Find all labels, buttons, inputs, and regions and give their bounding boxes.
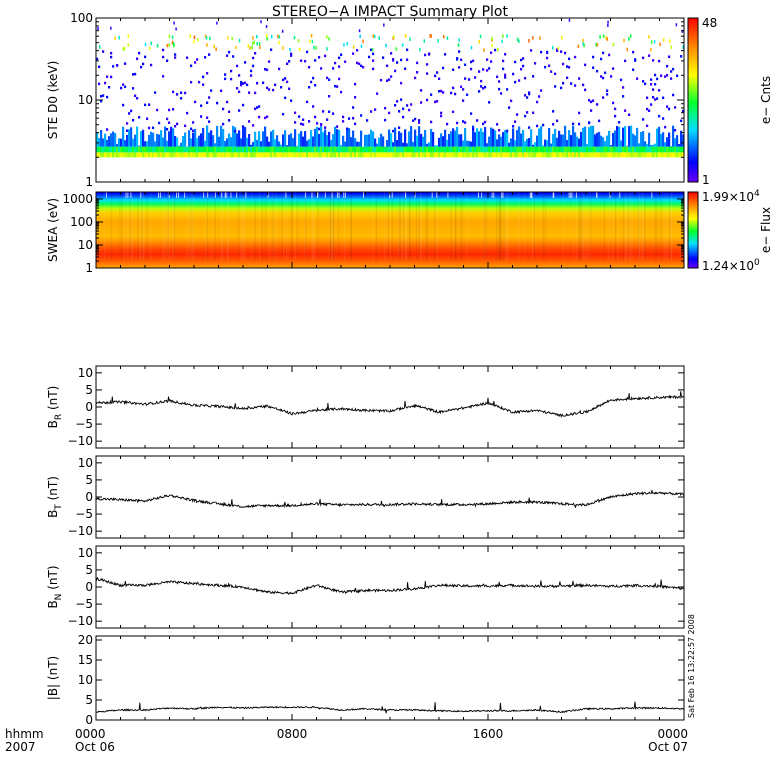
x-axis-label-hhmm: hhmm (5, 727, 44, 741)
bmag-ytick-label: 5 (85, 693, 93, 707)
bmag-ytick-label: 0 (85, 713, 93, 727)
br-ytick-label: 10 (78, 366, 93, 380)
bmag-y-axis-label: |B| (nT) (46, 656, 60, 700)
swea-colorbar: 1.99×104 1.24×100 e− Flux (687, 189, 773, 273)
bt-y-axis-label: BT (nT) (46, 476, 64, 518)
br-y-axis-label: BR (nT) (46, 386, 64, 429)
ste-colorbar-label: e− Cnts (759, 76, 773, 124)
panel-bn: 10 5 0 −5 −10 BN (nT) (46, 545, 685, 629)
bmag-ytick-label: 20 (78, 633, 93, 647)
br-ytick-label: 0 (85, 400, 93, 414)
br-ytick-label: −10 (68, 434, 93, 448)
ste-ytick-label: 100 (70, 11, 93, 25)
x-axis-label-year: 2007 (5, 740, 36, 754)
bn-frame (95, 545, 685, 629)
swea-ytick-label: 100 (70, 215, 93, 229)
swea-colorbar-label: e− Flux (759, 207, 773, 253)
swea-spectrogram (96, 192, 684, 268)
swea-y-axis-label: SWEA (eV) (46, 198, 60, 262)
ste-colorbar: 48 1 e− Cnts (687, 16, 773, 187)
bn-ytick-label: −10 (68, 614, 93, 628)
bt-ytick-label: −10 (68, 524, 93, 538)
swea-colorbar-scale (687, 191, 699, 269)
swea-colorbar-max-label: 1.99×104 (702, 189, 760, 204)
x-tick-label: 0000 (75, 727, 106, 741)
bt-frame (95, 455, 685, 539)
panel-bmag: 20 15 10 5 0 |B| (nT) (46, 633, 685, 727)
timestamp-note: Sat Feb 16 13:22:57 2008 (687, 614, 696, 718)
ste-colorbar-min-label: 1 (702, 173, 710, 187)
swea-flux-field (96, 192, 684, 268)
bt-ytick-label: 0 (85, 490, 93, 504)
br-frame (95, 365, 685, 449)
x-tick-date-label: Oct 06 (75, 740, 115, 754)
bn-ytick-label: 0 (85, 580, 93, 594)
bn-ytick-label: 10 (78, 546, 93, 560)
bn-ytick-label: 5 (85, 563, 93, 577)
bn-ytick-label: −5 (75, 597, 93, 611)
bt-series-line (95, 489, 685, 509)
swea-ytick-label: 1 (85, 261, 93, 275)
bt-ytick-label: 5 (85, 473, 93, 487)
bt-ytick-label: 10 (78, 456, 93, 470)
ste-frame (95, 17, 685, 183)
chart-title: STEREO−A IMPACT Summary Plot (272, 4, 509, 20)
ste-colorbar-max-label: 48 (702, 16, 717, 30)
swea-ytick-label: 1000 (62, 192, 93, 206)
br-series-line (95, 391, 685, 419)
swea-colorbar-min-label: 1.24×100 (702, 258, 760, 273)
ste-spectrogram (96, 18, 685, 158)
panel-ste: 48 1 e− Cnts 1 10 100 STE D0 (keV) (46, 11, 773, 189)
ste-y-axis-label: STE D0 (keV) (46, 61, 60, 140)
bn-y-axis-label: BN (nT) (46, 565, 64, 608)
x-tick-label: 0800 (277, 727, 308, 741)
x-tick-label: 1600 (473, 727, 504, 741)
x-tick-label: 0000 (657, 727, 688, 741)
swea-ytick-label: 10 (78, 238, 93, 252)
bmag-series-line (96, 701, 685, 714)
x-tick-date-label: Oct 07 (648, 740, 688, 754)
br-ytick-label: −5 (75, 417, 93, 431)
bn-series-line (95, 576, 685, 595)
ste-ytick-label: 10 (78, 93, 93, 107)
ste-ytick-label: 1 (85, 175, 93, 189)
panel-br: 10 5 0 −5 −10 BR (nT) (46, 365, 685, 449)
bmag-ytick-label: 10 (78, 673, 93, 687)
bmag-frame (95, 635, 685, 721)
panel-bt: 10 5 0 −5 −10 BT (nT) (46, 455, 685, 539)
ste-colorbar-scale (687, 17, 699, 183)
bt-ytick-label: −5 (75, 507, 93, 521)
bmag-ytick-label: 15 (78, 653, 93, 667)
br-ytick-label: 5 (85, 383, 93, 397)
